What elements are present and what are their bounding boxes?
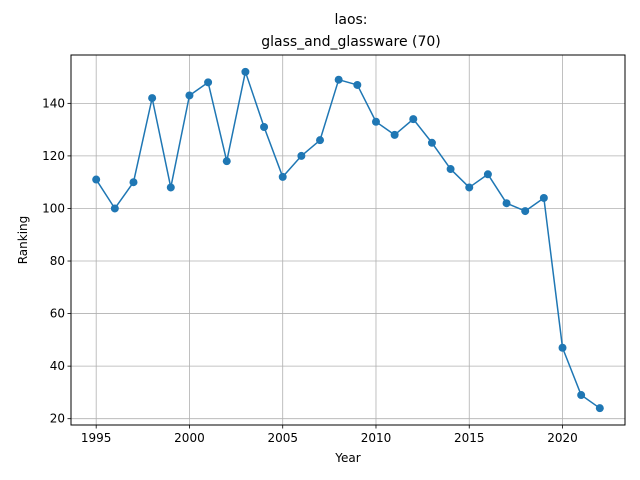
- data-point: [427, 138, 436, 147]
- data-point: [558, 343, 567, 352]
- x-tick-label: 2005: [267, 431, 298, 445]
- chart-title-line1: laos:: [334, 12, 367, 28]
- data-point: [110, 204, 119, 213]
- data-point: [409, 115, 418, 124]
- x-tick-label: 2015: [454, 431, 485, 445]
- x-tick-label: 1995: [81, 431, 112, 445]
- data-point: [129, 178, 138, 187]
- y-tick-label: 80: [50, 254, 65, 268]
- y-tick-label: 120: [42, 149, 65, 163]
- y-tick-label: 60: [50, 307, 65, 321]
- data-point: [334, 75, 343, 84]
- y-axis-label: Ranking: [16, 216, 30, 265]
- data-point: [446, 165, 455, 174]
- data-point: [148, 94, 157, 103]
- y-axis: 20 40 60 80 100 120 140: [42, 96, 71, 426]
- data-point: [539, 193, 548, 202]
- data-point: [185, 91, 194, 100]
- data-point: [222, 157, 231, 166]
- x-axis: 1995 2000 2005 2010 2015 2020: [81, 425, 578, 445]
- data-point: [595, 404, 604, 413]
- data-point: [278, 172, 287, 181]
- grid: [71, 55, 625, 425]
- x-axis-label: Year: [334, 451, 360, 465]
- data-point: [577, 391, 586, 400]
- y-tick-label: 20: [50, 412, 65, 426]
- data-point: [241, 67, 250, 76]
- data-point: [521, 207, 530, 216]
- series-line: [95, 71, 601, 409]
- data-point: [353, 80, 362, 89]
- y-tick-label: 140: [42, 96, 65, 110]
- title: laos: glass_and_glassware (70): [261, 12, 441, 50]
- data-point: [92, 175, 101, 184]
- data-point: [371, 117, 380, 126]
- x-tick-label: 2010: [361, 431, 392, 445]
- data-point: [483, 170, 492, 179]
- x-tick-label: 2000: [174, 431, 205, 445]
- data-point: [502, 199, 511, 208]
- data-point: [316, 136, 325, 145]
- y-tick-label: 40: [50, 359, 65, 373]
- data-point: [166, 183, 175, 192]
- data-point: [260, 123, 269, 132]
- data-point: [297, 151, 306, 160]
- data-point: [465, 183, 474, 192]
- plot-frame: [70, 54, 626, 426]
- x-tick-label: 2020: [547, 431, 578, 445]
- y-tick-label: 100: [42, 201, 65, 215]
- data-series: [92, 67, 604, 413]
- chart-title-line2: glass_and_glassware (70): [261, 34, 441, 50]
- data-point: [204, 78, 213, 87]
- data-point: [390, 130, 399, 139]
